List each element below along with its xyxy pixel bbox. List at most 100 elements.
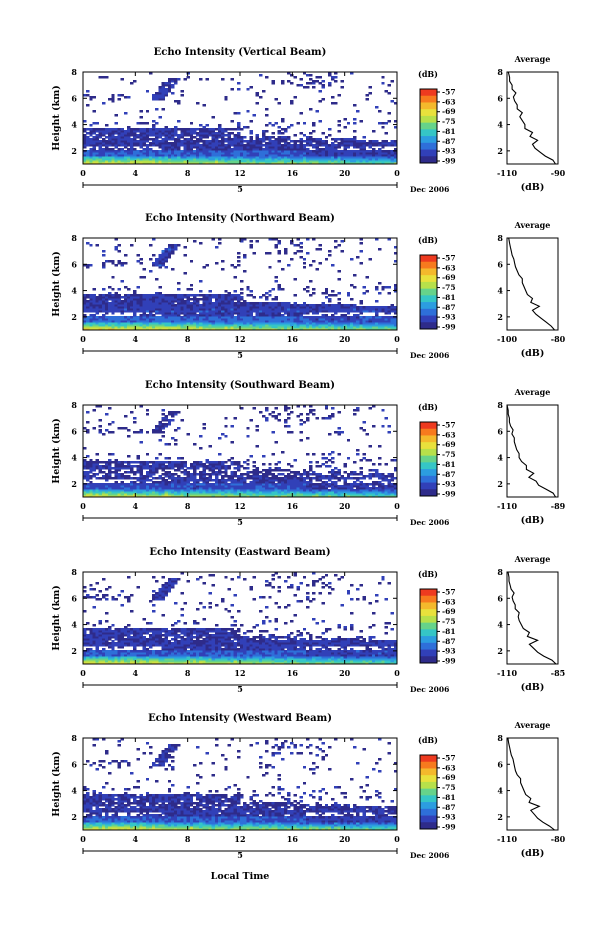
heatmap-cell (378, 485, 381, 487)
heatmap-cell (362, 158, 365, 160)
heatmap-cell (114, 248, 117, 250)
heatmap-cell (303, 324, 306, 326)
heatmap-cell (174, 463, 177, 465)
heatmap-cell (155, 318, 158, 320)
heatmap-cell (168, 316, 171, 318)
heatmap-cell (187, 491, 190, 493)
heatmap-cell (381, 122, 384, 124)
heatmap-cell (353, 122, 356, 124)
heatmap-cell (278, 152, 281, 154)
heatmap-cell (243, 320, 246, 322)
heatmap-cell (275, 148, 278, 150)
heatmap-cell (347, 322, 350, 324)
heatmap-cell (130, 483, 133, 485)
heatmap-cell (249, 322, 252, 324)
heatmap-cell (309, 483, 312, 485)
heatmap-cell (158, 491, 161, 493)
heatmap-cell (334, 491, 337, 493)
heatmap-cell (275, 98, 278, 100)
heatmap-cell (162, 128, 165, 130)
heatmap-cell (303, 487, 306, 489)
heatmap-cell (86, 471, 89, 473)
heatmap-cell (199, 475, 202, 477)
heatmap-cell (309, 304, 312, 306)
heatmap-cell (331, 102, 334, 104)
heatmap-cell (243, 461, 246, 463)
heatmap-cell (227, 156, 230, 158)
heatmap-cell (99, 150, 102, 152)
heatmap-cell (262, 130, 265, 132)
heatmap-cell (293, 471, 296, 473)
heatmap-cell (96, 473, 99, 475)
heatmap-cell (309, 280, 312, 282)
heatmap-cell (174, 138, 177, 140)
heatmap-cell (221, 322, 224, 324)
heatmap-cell (300, 322, 303, 324)
heatmap-cell (199, 294, 202, 296)
heatmap-cell (362, 320, 365, 322)
heatmap-cell (284, 250, 287, 252)
heatmap-cell (381, 150, 384, 152)
heatmap-cell (171, 465, 174, 467)
heatmap-cell (309, 144, 312, 146)
colorbar-segment (420, 289, 437, 296)
heatmap-cell (268, 290, 271, 292)
heatmap-cell (121, 158, 124, 160)
heatmap-cell (174, 485, 177, 487)
heatmap-cell (121, 461, 124, 463)
heatmap-cell (221, 461, 224, 463)
heatmap-cell (174, 80, 177, 82)
heatmap-cell (215, 471, 218, 473)
heatmap-cell (121, 134, 124, 136)
heatmap-cell (121, 156, 124, 158)
heatmap-cell (297, 148, 300, 150)
heatmap-cell (118, 318, 121, 320)
heatmap-cell (124, 146, 127, 148)
heatmap-cell (325, 485, 328, 487)
heatmap-cell (271, 158, 274, 160)
heatmap-cell (102, 296, 105, 298)
heatmap-cell (347, 144, 350, 146)
heatmap-cell (334, 493, 337, 495)
heatmap-cell (158, 467, 161, 469)
heatmap-cell (218, 489, 221, 491)
heatmap-cell (146, 138, 149, 140)
heatmap-cell (83, 461, 86, 463)
heatmap-cell (218, 324, 221, 326)
heatmap-cell (140, 140, 143, 142)
heatmap-cell (240, 144, 243, 146)
heatmap-cell (306, 138, 309, 140)
heatmap-cell (369, 473, 372, 475)
heatmap-cell (86, 461, 89, 463)
heatmap-cell (271, 144, 274, 146)
heatmap-cell (180, 320, 183, 322)
heatmap-cell (340, 240, 343, 242)
heatmap-cell (309, 294, 312, 296)
heatmap-cell (227, 465, 230, 467)
heatmap-cell (133, 292, 136, 294)
heatmap-cell (146, 324, 149, 326)
heatmap-cell (108, 473, 111, 475)
heatmap-cell (322, 80, 325, 82)
heatmap-cell (384, 322, 387, 324)
heatmap-cell (92, 128, 95, 130)
heatmap-cell (209, 316, 212, 318)
heatmap-cell (215, 148, 218, 150)
heatmap-cell (102, 314, 105, 316)
heatmap-cell (202, 477, 205, 479)
heatmap-cell (259, 138, 262, 140)
heatmap-cell (102, 308, 105, 310)
heatmap-cell (171, 306, 174, 308)
heatmap-cell (152, 254, 155, 256)
heatmap-cell (136, 144, 139, 146)
heatmap-cell (92, 475, 95, 477)
heatmap-cell (388, 152, 391, 154)
heatmap-cell (171, 487, 174, 489)
heatmap-cell (86, 322, 89, 324)
heatmap-cell (177, 146, 180, 148)
heatmap-cell (340, 160, 343, 162)
heatmap-cell (271, 156, 274, 158)
heatmap-cell (275, 312, 278, 314)
heatmap-cell (297, 312, 300, 314)
heatmap-cell (155, 158, 158, 160)
